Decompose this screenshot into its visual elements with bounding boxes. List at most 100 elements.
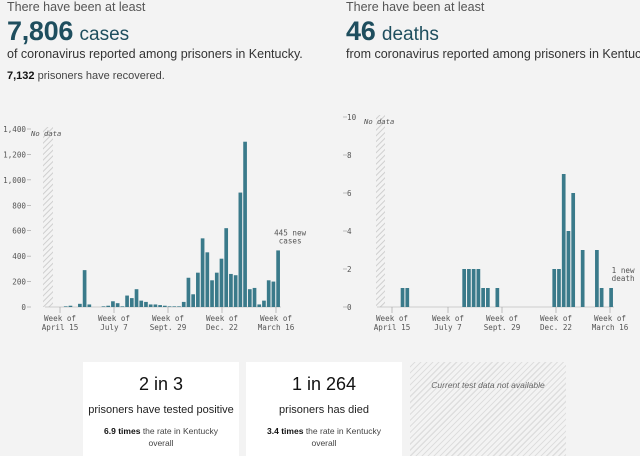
cases-bar [266,280,271,307]
cases-bar [120,306,125,307]
deaths-xtick-label: Week of [432,314,464,323]
deaths-nodata-band [376,115,385,307]
cases-bar [219,258,224,307]
cases-annotation-label: cases [279,236,302,245]
cases-bar [229,273,233,307]
deaths-bar [552,269,557,307]
cases-bar [276,250,280,307]
deaths-number: 46 [346,16,376,46]
deaths-ytick-label: 0 [347,303,352,312]
deaths-bar [571,193,576,307]
deaths-bar [495,288,500,307]
cases-bar [134,289,139,307]
cases-ytick-label: 1,000 [3,176,26,185]
deaths-bar [467,269,471,307]
died-label: prisoners has died [279,404,369,416]
cases-bar [87,304,92,307]
cases-ytick-label: 200 [12,278,26,287]
tested-compare-bold: 6.9 times [104,426,141,436]
deaths-ytick-label: 6 [347,189,352,198]
cases-xtick-label: July 7 [100,323,127,332]
died-card: 1 in 264 prisoners has died 3.4 times th… [246,362,402,456]
tested-label: prisoners have tested positive [88,404,234,416]
deaths-xtick-label: April 15 [374,323,411,332]
cases-bar [196,272,200,307]
deaths-xtick-label: Sept. 29 [484,323,521,332]
cases-bar [158,305,162,307]
cases-headline: 7,806 cases [7,16,129,47]
cases-xtick-label: Week of [44,314,76,323]
cases-xtick-label: Week of [152,314,184,323]
deaths-annotation-label: 1 new [612,266,635,275]
cases-xtick-label: March 16 [258,323,295,332]
test-data-unavailable-card: Current test data not available [410,362,566,456]
deaths-description: from coronavirus reported among prisoner… [346,47,640,61]
deaths-bar [561,174,566,307]
cases-annotation-label: 445 new [274,228,306,237]
cases-bar [238,192,243,307]
deaths-bar [599,288,604,307]
deaths-bar [462,269,467,307]
deaths-xtick-label: Dec. 22 [540,323,572,332]
deaths-panel: There have been at least 46 deaths from … [320,0,640,340]
cases-xtick-label: Week of [260,314,292,323]
cases-bar [153,304,158,307]
deaths-bar [471,269,476,307]
cases-bar [78,303,82,307]
cases-bar [63,306,68,307]
cases-bar [148,304,153,307]
cases-bar [210,280,214,307]
died-compare-bold: 3.4 times [267,426,304,436]
tested-compare: 6.9 times the rate in Kentucky overall [83,425,239,449]
cases-bar [181,301,186,307]
cases-xtick-label: Week of [206,314,238,323]
cases-ytick-label: 600 [12,227,26,236]
cases-bar [163,305,167,307]
recovered-label: prisoners have recovered. [37,70,165,82]
deaths-bar [557,269,561,307]
deaths-bar [566,231,571,307]
cases-nodata-label: No data [30,129,61,138]
deaths-intro: There have been at least [346,0,485,14]
cases-xtick-label: Week of [98,314,130,323]
cases-bar [106,305,111,307]
cases-bar [115,303,120,307]
cases-ytick-label: 1,400 [3,125,26,134]
cases-bar [247,289,252,307]
died-compare: 3.4 times the rate in Kentucky overall [246,425,402,449]
died-compare-rest: the rate in Kentucky overall [305,426,381,448]
deaths-headline: 46 deaths [346,16,439,47]
cases-intro: There have been at least [7,0,146,14]
cases-xtick-label: April 15 [42,323,79,332]
cases-bar [186,277,191,307]
deaths-xtick-label: Week of [376,314,408,323]
cases-bar [144,301,148,307]
died-ratio: 1 in 264 [291,374,357,394]
cases-bar [271,281,276,307]
deaths-xtick-label: Week of [540,314,572,323]
cases-bar [82,270,87,307]
deaths-bar [405,288,410,307]
deaths-annotation-label: death [612,274,635,283]
cases-bar [214,272,219,307]
test-data-unavailable-text: Current test data not available [431,380,545,390]
cases-ytick-label: 400 [12,252,26,261]
cases-bar [68,305,73,307]
cases-bar [205,252,210,307]
deaths-bar [595,250,599,307]
recovered-text: 7,132 prisoners have recovered. [7,70,165,82]
cases-bar [101,306,106,307]
deaths-bar [486,288,490,307]
cases-bar [262,300,266,307]
cases-bar [252,287,257,307]
deaths-xtick-label: Week of [486,314,518,323]
cases-bar [172,306,177,307]
deaths-bar [476,269,481,307]
cases-bar [257,304,262,307]
tested-positive-card: 2 in 3 prisoners have tested positive 6.… [83,362,239,456]
deaths-ytick-label: 2 [347,265,352,274]
deaths-nodata-label: No data [363,117,394,126]
cases-ytick-label: 0 [21,303,26,312]
deaths-ytick-label: 10 [347,113,357,122]
